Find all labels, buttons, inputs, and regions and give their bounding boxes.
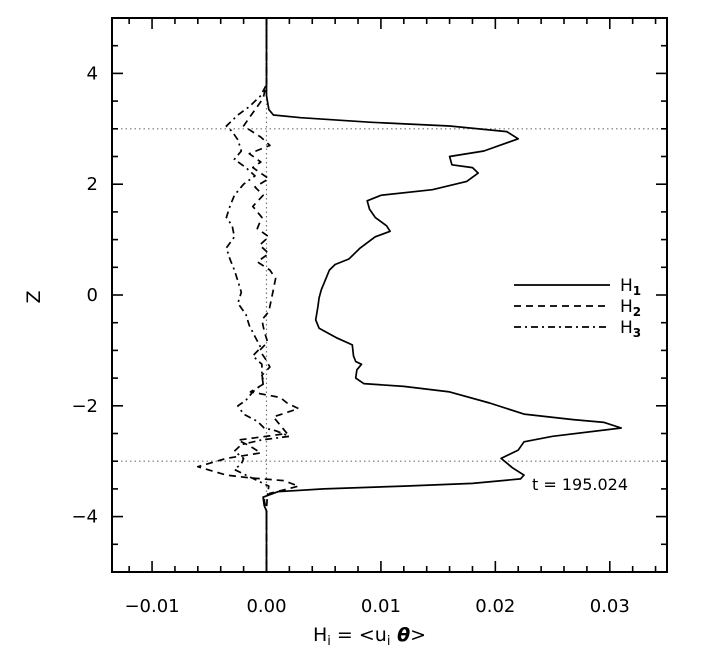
legend-label-2: H2	[620, 297, 641, 319]
series-line-1	[262, 18, 623, 572]
x-tick-label: 0.00	[246, 596, 286, 617]
legend-label-main: H	[620, 297, 633, 317]
x-tick-label: 0.01	[361, 596, 401, 617]
x-axis-label-end: >	[410, 624, 426, 646]
tick-labels: −0.01 0.00 0.01 0.02 0.03 −4 −2 0 2 4	[71, 63, 629, 617]
x-tick-label: 0.03	[590, 596, 630, 617]
series-line-3	[225, 18, 291, 572]
y-tick-label: 0	[87, 285, 98, 306]
x-tick-label: 0.02	[475, 596, 515, 617]
x-axis-label-rest-sub: i	[387, 634, 391, 649]
legend-label-sub: 1	[633, 284, 641, 298]
time-annotation: t = 195.024	[532, 475, 628, 494]
x-axis-label-H: H	[313, 624, 327, 646]
x-axis-label-sub: i	[327, 634, 331, 649]
legend-label-sub: 3	[633, 326, 641, 340]
series-layer	[196, 18, 623, 572]
x-axis-label-theta: θ	[390, 624, 410, 646]
y-tick-label: 2	[87, 174, 98, 195]
y-tick-label: 4	[87, 63, 98, 84]
axis-ticks	[112, 17, 667, 573]
legend-label-sub: 2	[633, 305, 641, 319]
y-tick-label: −2	[71, 396, 98, 417]
legend-label-main: H	[620, 318, 633, 338]
legend-label-3: H3	[620, 318, 641, 340]
x-axis-label-rest: = <u	[331, 624, 387, 646]
y-tick-label: −4	[71, 507, 98, 528]
series-line-2	[196, 18, 300, 572]
x-tick-label: −0.01	[124, 596, 179, 617]
legend-label-main: H	[620, 276, 633, 296]
y-axis-label: Z	[23, 290, 45, 303]
x-axis-label: Hi = <ui θ>	[313, 624, 426, 649]
legend-label-1: H1	[620, 276, 641, 298]
